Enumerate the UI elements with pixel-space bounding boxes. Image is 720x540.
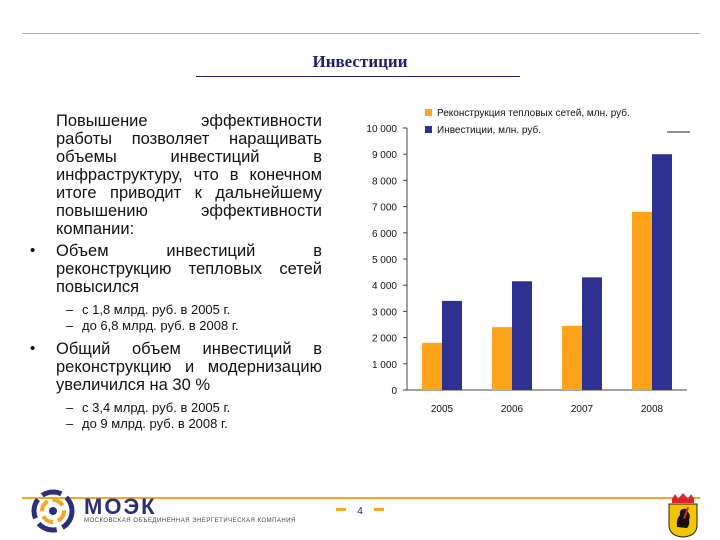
bar-reconstruction-2006 — [492, 327, 512, 390]
bar-investment-2005 — [442, 300, 462, 390]
y-tick-label: 9 000 — [372, 150, 397, 161]
bar-investment-2007 — [582, 277, 602, 390]
x-tick-label: 2008 — [641, 404, 664, 415]
moek-logo: МОЭК МОСКОВСКАЯ ОБЪЕДИНЕННАЯ ЭНЕРГЕТИЧЕС… — [30, 488, 330, 534]
bar-investment-2006 — [512, 281, 532, 390]
y-tick-label: 10 000 — [366, 124, 397, 135]
title-underline — [196, 76, 520, 77]
y-tick-label: 7 000 — [372, 203, 397, 214]
sub-item-text: с 1,8 млрд. руб. в 2005 г. — [82, 302, 231, 317]
sub-item: – с 3,4 млрд. руб. в 2005 г. — [66, 400, 322, 416]
bullet-text: Объем инвестиций в реконструкцию тепловы… — [56, 242, 322, 296]
legend-swatch — [425, 109, 432, 116]
sub-item-text: до 6,8 млрд. руб. в 2008 г. — [82, 318, 239, 333]
y-tick-label: 1 000 — [372, 360, 397, 371]
bar-reconstruction-2007 — [562, 325, 582, 390]
y-tick-label: 8 000 — [372, 176, 397, 187]
investment-bar-chart: 0 1 000 2 000 3 000 4 000 5 000 6 000 7 000 8 00… — [366, 107, 690, 415]
y-tick-label: 6 000 — [372, 229, 397, 240]
bullet-item: • Объем инвестиций в реконструкцию тепло… — [22, 242, 322, 296]
logo-name: МОЭК — [84, 494, 157, 519]
logo-mark-icon — [31, 489, 75, 533]
sub-item: – с 1,8 млрд. руб. в 2005 г. — [66, 302, 322, 318]
top-rule — [22, 33, 700, 34]
bullet-text: Общий объем инвестиций в реконструкцию и… — [56, 340, 322, 394]
bullet-icon: • — [30, 242, 36, 259]
bullet-icon: • — [30, 340, 36, 357]
legend-label: Реконструкция тепловых сетей, млн. руб. — [437, 107, 630, 119]
bullet-item: • Общий объем инвестиций в реконструкцию… — [22, 340, 322, 394]
footer-rule — [22, 497, 700, 499]
logo-subtitle: МОСКОВСКАЯ ОБЪЕДИНЕННАЯ ЭНЕРГЕТИЧЕСКАЯ К… — [84, 518, 296, 524]
sub-list: – с 1,8 млрд. руб. в 2005 г. – до 6,8 млрд… — [66, 302, 322, 334]
y-tick-label: 5 000 — [372, 255, 397, 266]
sub-item-text: с 3,4 млрд. руб. в 2005 г. — [82, 400, 231, 415]
page-number: 4 — [357, 506, 363, 517]
x-tick-label: 2005 — [431, 404, 454, 415]
sub-list: – с 3,4 млрд. руб. в 2005 г. – до 9 млрд. … — [66, 400, 322, 432]
legend-swatch — [425, 126, 432, 133]
x-tick-label: 2006 — [501, 404, 524, 415]
intro-paragraph: Повышение эффективности работы позволяет… — [56, 112, 322, 238]
coat-of-arms-icon — [668, 493, 698, 538]
bar-investment-2008 — [652, 154, 672, 390]
legend-label: Инвестиции, млн. руб. — [437, 124, 541, 136]
y-tick-label: 0 — [391, 386, 397, 397]
bar-reconstruction-2005 — [422, 342, 442, 390]
sub-item: – до 6,8 млрд. руб. в 2008 г. — [66, 318, 322, 334]
slide-title: Инвестиции — [312, 52, 408, 71]
dash-icon: – — [66, 416, 74, 431]
sub-item-text: до 9 млрд. руб. в 2008 г. — [82, 416, 228, 431]
dash-icon: – — [66, 302, 74, 317]
dash-icon: – — [66, 318, 74, 333]
page-number-bar-right — [374, 508, 384, 511]
page-number-bar-left — [336, 508, 346, 511]
y-tick-label: 4 000 — [372, 281, 397, 292]
y-tick-label: 3 000 — [372, 307, 397, 318]
body-text: Повышение эффективности работы позволяет… — [22, 112, 322, 438]
x-tick-label: 2007 — [571, 404, 594, 415]
y-tick-label: 2 000 — [372, 334, 397, 345]
bar-reconstruction-2008 — [632, 211, 652, 390]
dash-icon: – — [66, 400, 74, 415]
sub-item: – до 9 млрд. руб. в 2008 г. — [66, 416, 322, 432]
